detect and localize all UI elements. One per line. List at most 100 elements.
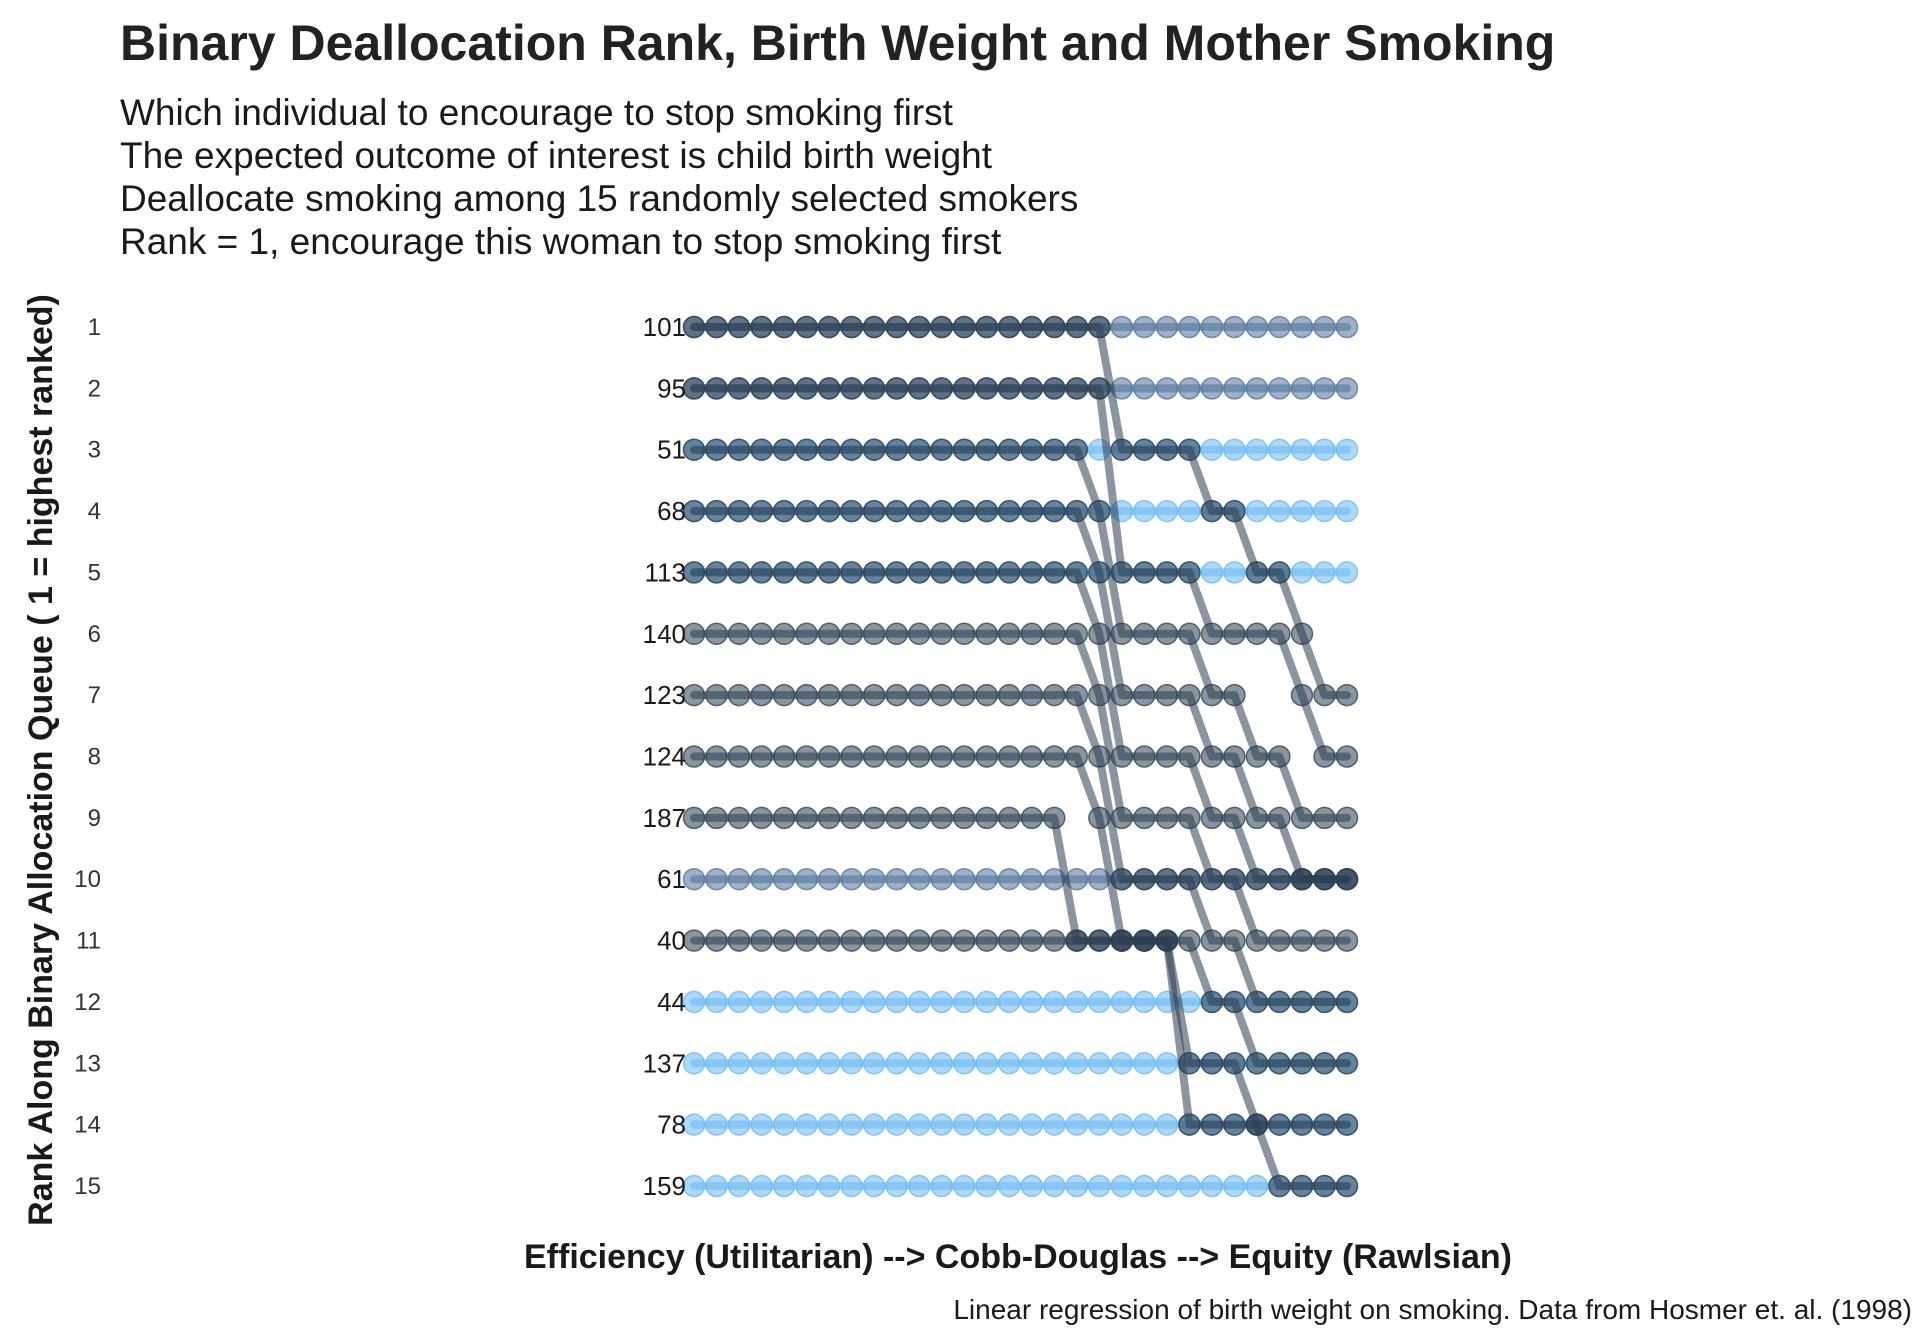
series-124-point [840,745,863,768]
series-140-point [727,622,751,646]
series-68-point [682,499,706,523]
series-137-point [840,1052,863,1075]
subtitle-line-1: Which individual to encourage to stop sm… [120,92,953,133]
series-123-point [1065,683,1089,707]
series-159-point [750,1174,773,1198]
series-78-point [975,1113,998,1136]
series-113-point [750,561,773,584]
series-101-point [682,315,706,339]
series-40-point [1065,929,1089,952]
series-44-point [840,990,863,1014]
series-78-point [907,1113,931,1136]
series-68-point [907,499,931,523]
extra-mark-series-point [1155,499,1179,523]
series-95-point [1133,561,1156,584]
series-187-point [727,806,751,830]
series-101-point [772,315,796,339]
plot-area [682,315,1359,1198]
series-187-point [885,806,908,830]
series-78-point [1088,1113,1111,1136]
series-40-point [1313,1174,1336,1198]
series-51-point [772,438,796,461]
series-95-point [885,377,908,400]
series-101-point [840,315,863,339]
series-101-point [1065,315,1089,339]
series-40-point [1200,1113,1224,1136]
series-123-point [1020,683,1044,707]
series-187-point [817,806,841,830]
series-78-point [727,1113,751,1136]
series-40-point [1245,1113,1269,1136]
series-140-point [1043,622,1066,646]
series-78-point [1155,1113,1179,1136]
series-40-point [1133,929,1156,952]
series-51-point [1200,683,1224,707]
series-124-point [727,745,751,768]
series-113-point [817,561,841,584]
series-113-point [1290,867,1314,891]
series-159-point [885,1174,908,1198]
series-113-point [1335,867,1359,891]
series-40-point [862,929,886,952]
series-113-point [997,561,1021,584]
subtitle-line-2: The expected outcome of interest is chil… [120,135,993,176]
series-51-point [952,438,976,461]
y-tick-label: 3 [88,437,101,464]
series-124-point [1200,990,1224,1014]
series-51-point [705,438,728,461]
series-124-point [997,745,1021,768]
point-label-137: 137 [643,1048,686,1078]
point-label-140: 140 [643,619,686,649]
y-tick-label: 14 [74,1112,101,1139]
series-40-point [1110,929,1134,952]
series-140-point [1133,806,1156,830]
series-101-point [885,315,908,339]
series-123-point [817,683,841,707]
series-137-point [1155,1052,1179,1075]
point-label-187: 187 [643,803,686,833]
series-187-point [1268,1113,1291,1136]
series-159-point [1065,1174,1089,1198]
series-101-point [1110,438,1134,461]
extra-mark-series-point [1155,315,1179,339]
y-tick-label: 9 [88,805,101,832]
series-40-point [1088,929,1111,952]
series-44-point [1088,990,1111,1014]
series-44-point [952,990,976,1014]
series-51-point [1155,622,1179,646]
series-140-point [817,622,841,646]
series-40-point [1223,1113,1246,1136]
series-123-point [952,683,976,707]
series-61-point [705,867,728,891]
series-140-point [772,622,796,646]
point-label-68: 68 [657,496,686,526]
series-123-point [907,683,931,707]
y-tick-label: 8 [88,744,101,771]
series-68-point [727,499,751,523]
series-159-point [1155,1174,1179,1198]
series-95-point [795,377,818,400]
point-label-40: 40 [657,926,686,956]
y-tick-label: 13 [74,1050,101,1077]
series-123-6 [682,683,1359,1014]
extra-mark-series-point [1245,499,1269,523]
series-51-point [1268,745,1291,768]
series-95-point [1065,377,1089,400]
series-61-point [840,867,863,891]
series-124-point [930,745,953,768]
series-61-point [885,867,908,891]
series-140-point [1020,622,1044,646]
y-tick-label: 5 [88,559,101,586]
series-95-point [705,377,728,400]
series-78-point [817,1113,841,1136]
extra-mark-series-point [1245,438,1269,461]
series-101-point [1043,315,1066,339]
series-78-point [862,1113,886,1136]
extra-mark-series-point [1223,438,1246,461]
extra-mark-series-point [1335,377,1359,400]
extra-mark-series-point [1200,377,1224,400]
series-123-point [1290,990,1314,1014]
series-61-point [795,867,818,891]
series-44-point [817,990,841,1014]
series-101-point [1223,499,1246,523]
